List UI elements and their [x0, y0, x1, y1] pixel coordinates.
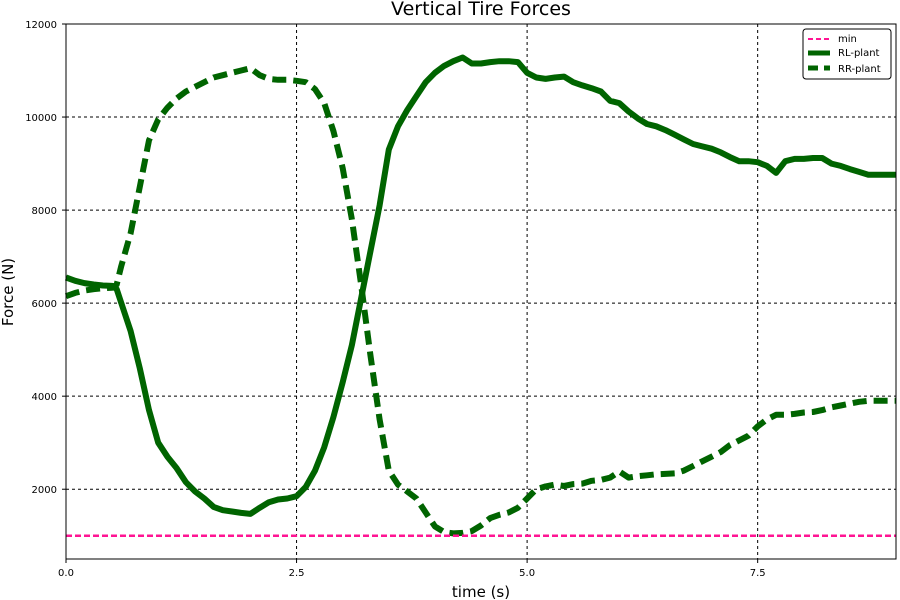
x-tick-label: 2.5: [289, 568, 305, 579]
x-tick-label: 7.5: [750, 568, 766, 579]
series-line-rr-plant: [64, 65, 896, 537]
ticks: 0.0 2.5 5.0 7.5 2000 4000 6000 8000 10000 12000: [25, 20, 765, 579]
legend-label-min: min: [838, 34, 857, 45]
y-tick-label: 4000: [32, 392, 57, 403]
legend-label-rl-plant: RL-plant: [838, 48, 880, 59]
y-tick-label: 6000: [32, 299, 57, 310]
chart-title: Vertical Tire Forces: [391, 0, 571, 20]
grid: [66, 24, 896, 559]
legend-label-rr-plant: RR-plant: [838, 64, 881, 75]
y-tick-label: 8000: [32, 206, 57, 217]
plot-frame: [65, 23, 897, 560]
x-axis-title: time (s): [452, 583, 510, 600]
y-tick-label: 2000: [32, 485, 57, 496]
y-axis-title: Force (N): [0, 258, 17, 326]
y-tick-label: 10000: [25, 113, 57, 124]
y-tick-label: 12000: [25, 20, 57, 31]
legend: min RL-plant RR-plant: [802, 28, 892, 80]
x-tick-label: 5.0: [519, 568, 535, 579]
series-line-rl-plant: [64, 54, 896, 517]
series-layer: [64, 54, 896, 537]
x-tick-label: 0.0: [58, 568, 74, 579]
